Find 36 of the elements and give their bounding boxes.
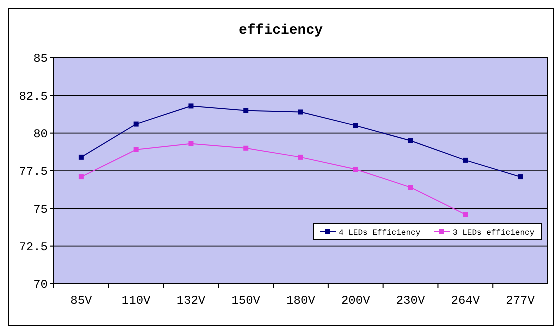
x-tick-label: 200V	[341, 294, 372, 308]
point	[134, 147, 139, 152]
x-tick-label: 132V	[176, 294, 206, 308]
point	[353, 123, 358, 128]
y-tick-label: 82.5	[19, 90, 48, 104]
y-tick-label: 75	[34, 202, 48, 217]
x-tick-label: 110V	[122, 294, 152, 308]
point	[298, 110, 304, 115]
y-tick-label: 72.5	[19, 240, 48, 255]
legend-label: 3 LEDs efficiency	[453, 228, 535, 238]
y-tick-label: 80	[34, 128, 48, 142]
point	[188, 141, 194, 146]
chart-title: efficiency	[238, 23, 324, 39]
point	[244, 146, 249, 151]
point	[134, 122, 139, 127]
x-tick-label: 264V	[451, 294, 481, 308]
x-tick-label: 277V	[506, 294, 536, 308]
point	[518, 174, 524, 180]
x-tick-label: 150V	[232, 294, 262, 308]
legend-label: 4 LEDs Efficiency	[339, 228, 421, 238]
x-tick-label: 230V	[396, 294, 426, 308]
point	[298, 154, 304, 160]
y-tick-label: 77.5	[19, 165, 48, 180]
x-tick-label: 85V	[70, 294, 94, 308]
point	[408, 138, 414, 144]
point	[463, 158, 468, 163]
y-tick-label: 85	[34, 52, 48, 66]
point	[353, 166, 358, 172]
point	[408, 185, 414, 190]
y-tick-label: 70	[34, 278, 48, 292]
point	[78, 154, 84, 160]
x-tick-label: 180V	[286, 294, 316, 308]
point	[78, 174, 84, 180]
point	[188, 104, 194, 109]
point	[463, 212, 468, 218]
point	[244, 108, 249, 114]
